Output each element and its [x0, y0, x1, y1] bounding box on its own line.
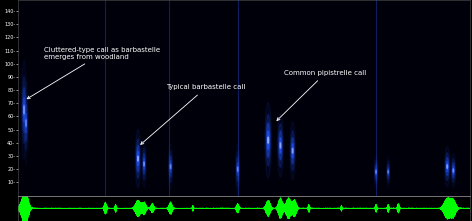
- Ellipse shape: [135, 130, 141, 188]
- Ellipse shape: [137, 151, 139, 166]
- Ellipse shape: [237, 163, 238, 176]
- Ellipse shape: [170, 161, 171, 172]
- Ellipse shape: [292, 147, 293, 154]
- Ellipse shape: [280, 142, 281, 149]
- Ellipse shape: [387, 161, 389, 183]
- Ellipse shape: [446, 157, 448, 176]
- Ellipse shape: [268, 137, 269, 143]
- Ellipse shape: [267, 123, 270, 157]
- Ellipse shape: [24, 106, 25, 114]
- Ellipse shape: [236, 151, 239, 187]
- Ellipse shape: [22, 76, 26, 143]
- Ellipse shape: [169, 151, 172, 182]
- Ellipse shape: [236, 157, 239, 181]
- Ellipse shape: [453, 169, 454, 173]
- Ellipse shape: [143, 153, 145, 175]
- Text: Cluttered-type call as barbastelle
emerges from woodland: Cluttered-type call as barbastelle emerg…: [27, 47, 160, 99]
- Ellipse shape: [268, 136, 269, 145]
- Ellipse shape: [292, 143, 293, 158]
- Ellipse shape: [170, 164, 171, 169]
- Ellipse shape: [452, 159, 455, 182]
- Ellipse shape: [453, 166, 454, 175]
- Ellipse shape: [277, 114, 284, 177]
- Ellipse shape: [376, 168, 377, 176]
- Ellipse shape: [452, 163, 455, 178]
- Ellipse shape: [375, 164, 377, 180]
- Text: Common pipistrelle call: Common pipistrelle call: [277, 70, 367, 120]
- Ellipse shape: [446, 153, 449, 180]
- Ellipse shape: [292, 148, 293, 153]
- Ellipse shape: [25, 113, 26, 133]
- Ellipse shape: [142, 141, 146, 187]
- Ellipse shape: [291, 131, 295, 171]
- Ellipse shape: [24, 104, 25, 116]
- Ellipse shape: [291, 137, 294, 164]
- Ellipse shape: [265, 103, 272, 178]
- Ellipse shape: [279, 131, 282, 160]
- Ellipse shape: [266, 114, 270, 166]
- Text: Typical barbastelle call: Typical barbastelle call: [141, 84, 246, 144]
- Ellipse shape: [143, 148, 145, 180]
- Ellipse shape: [447, 162, 448, 172]
- Ellipse shape: [388, 165, 389, 179]
- Ellipse shape: [169, 156, 172, 177]
- Ellipse shape: [137, 145, 139, 172]
- Ellipse shape: [280, 143, 281, 148]
- Ellipse shape: [143, 158, 144, 170]
- Ellipse shape: [23, 97, 25, 122]
- Ellipse shape: [278, 124, 283, 167]
- Ellipse shape: [267, 131, 269, 150]
- Ellipse shape: [25, 95, 28, 151]
- Ellipse shape: [237, 166, 238, 172]
- Ellipse shape: [290, 122, 295, 180]
- Ellipse shape: [25, 105, 27, 141]
- Ellipse shape: [388, 168, 389, 176]
- Ellipse shape: [375, 160, 378, 184]
- Ellipse shape: [21, 61, 27, 159]
- Ellipse shape: [136, 139, 140, 178]
- Ellipse shape: [445, 146, 450, 187]
- Ellipse shape: [451, 153, 455, 188]
- Ellipse shape: [279, 137, 281, 153]
- Ellipse shape: [23, 88, 25, 132]
